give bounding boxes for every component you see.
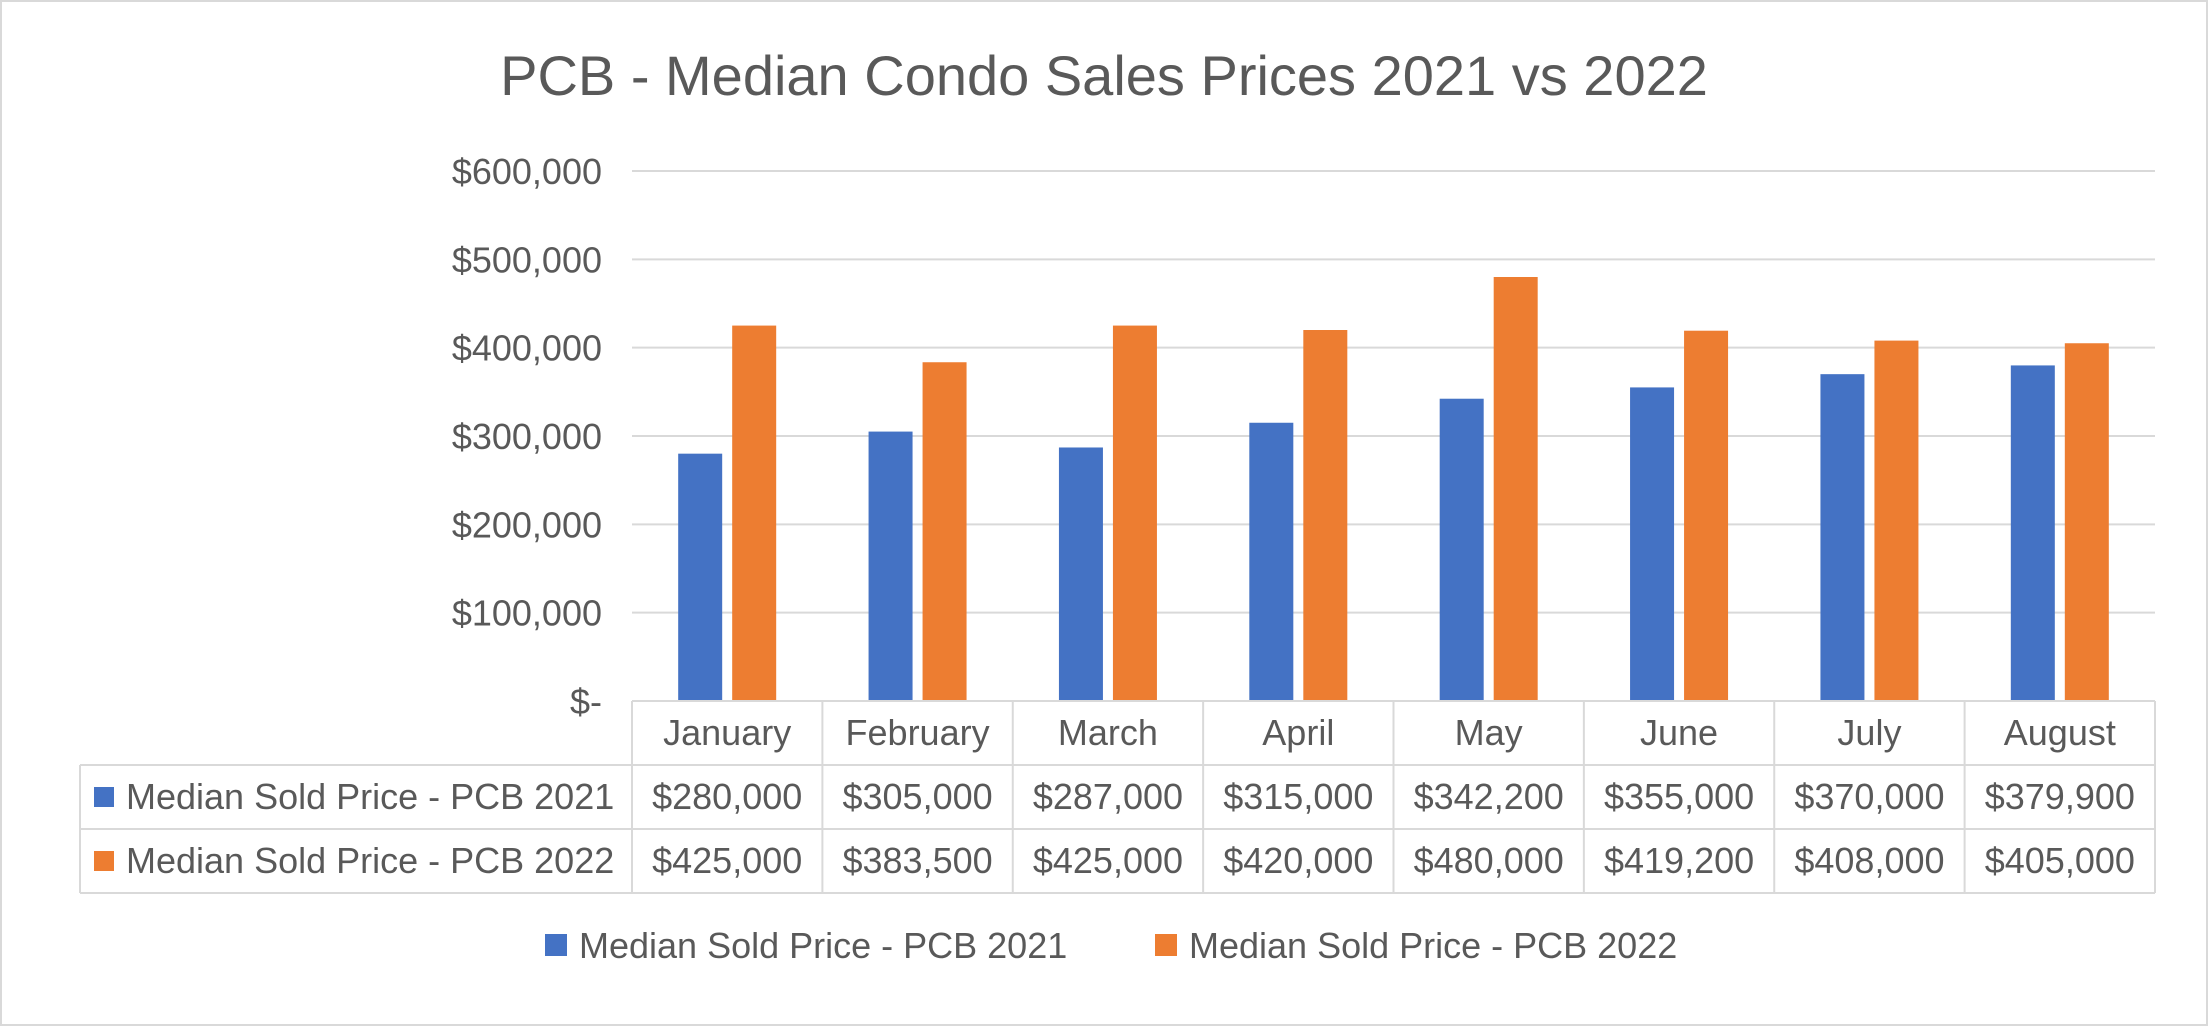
table-value: $342,200 — [1414, 776, 1564, 817]
category-label: July — [1837, 712, 1901, 753]
table-value: $420,000 — [1223, 840, 1373, 881]
category-label: June — [1640, 712, 1718, 753]
bars — [678, 277, 2109, 701]
y-tick-label: $500,000 — [452, 239, 602, 280]
table-value: $408,000 — [1794, 840, 1944, 881]
table-value: $370,000 — [1794, 776, 1944, 817]
table-value: $315,000 — [1223, 776, 1373, 817]
category-label: January — [663, 712, 791, 753]
y-tick-label: $- — [570, 681, 602, 722]
bar-series-2-july — [1874, 340, 1919, 701]
y-tick-label: $400,000 — [452, 328, 602, 369]
bar-series-1-june — [1630, 387, 1675, 701]
y-tick-label: $200,000 — [452, 504, 602, 545]
bar-series-2-june — [1684, 330, 1729, 701]
table-series-name: Median Sold Price - PCB 2021 — [126, 776, 614, 817]
bar-series-2-march — [1112, 325, 1157, 701]
legend-key-2 — [1155, 934, 1177, 956]
category-label: March — [1058, 712, 1158, 753]
bar-series-2-january — [732, 325, 777, 701]
y-axis-tick-labels: $- $100,000 $200,000 $300,000 $400,000 $500,0… — [452, 151, 602, 722]
category-label: February — [846, 712, 990, 753]
bar-series-1-may — [1439, 398, 1484, 701]
y-tick-label: $100,000 — [452, 593, 602, 634]
data-table: January February March April May June July Augu… — [79, 700, 2156, 894]
chart-title: PCB - Median Condo Sales Prices 2021 vs … — [500, 44, 1708, 107]
table-value: $419,200 — [1604, 840, 1754, 881]
y-tick-label: $600,000 — [452, 151, 602, 192]
bar-series-2-may — [1493, 277, 1538, 701]
bar-series-1-august — [2010, 365, 2055, 701]
bar-series-2-august — [2064, 343, 2109, 701]
table-value: $305,000 — [842, 776, 992, 817]
table-value: $425,000 — [1033, 840, 1183, 881]
category-label: May — [1455, 712, 1523, 753]
table-value: $425,000 — [652, 840, 802, 881]
bar-series-2-april — [1303, 330, 1348, 701]
table-series-name: Median Sold Price - PCB 2022 — [126, 840, 614, 881]
table-value: $355,000 — [1604, 776, 1754, 817]
y-tick-label: $300,000 — [452, 416, 602, 457]
legend: Median Sold Price - PCB 2021 Median Sold … — [545, 925, 1677, 966]
table-value: $379,900 — [1985, 776, 2135, 817]
legend-key-1 — [545, 934, 567, 956]
bar-series-2-february — [922, 362, 967, 701]
table-value: $480,000 — [1414, 840, 1564, 881]
table-value: $287,000 — [1033, 776, 1183, 817]
table-legend-key-2 — [94, 851, 114, 871]
legend-label-1: Median Sold Price - PCB 2021 — [579, 925, 1067, 966]
category-label: April — [1262, 712, 1334, 753]
category-label: August — [2004, 712, 2116, 753]
bar-series-1-april — [1249, 422, 1294, 701]
table-value: $280,000 — [652, 776, 802, 817]
table-value: $383,500 — [842, 840, 992, 881]
bar-series-1-july — [1820, 374, 1865, 701]
bar-series-1-march — [1058, 447, 1103, 701]
table-value: $405,000 — [1985, 840, 2135, 881]
table-legend-key-1 — [94, 787, 114, 807]
bar-series-1-february — [868, 431, 913, 701]
legend-label-2: Median Sold Price - PCB 2022 — [1189, 925, 1677, 966]
bar-series-1-january — [678, 453, 723, 701]
